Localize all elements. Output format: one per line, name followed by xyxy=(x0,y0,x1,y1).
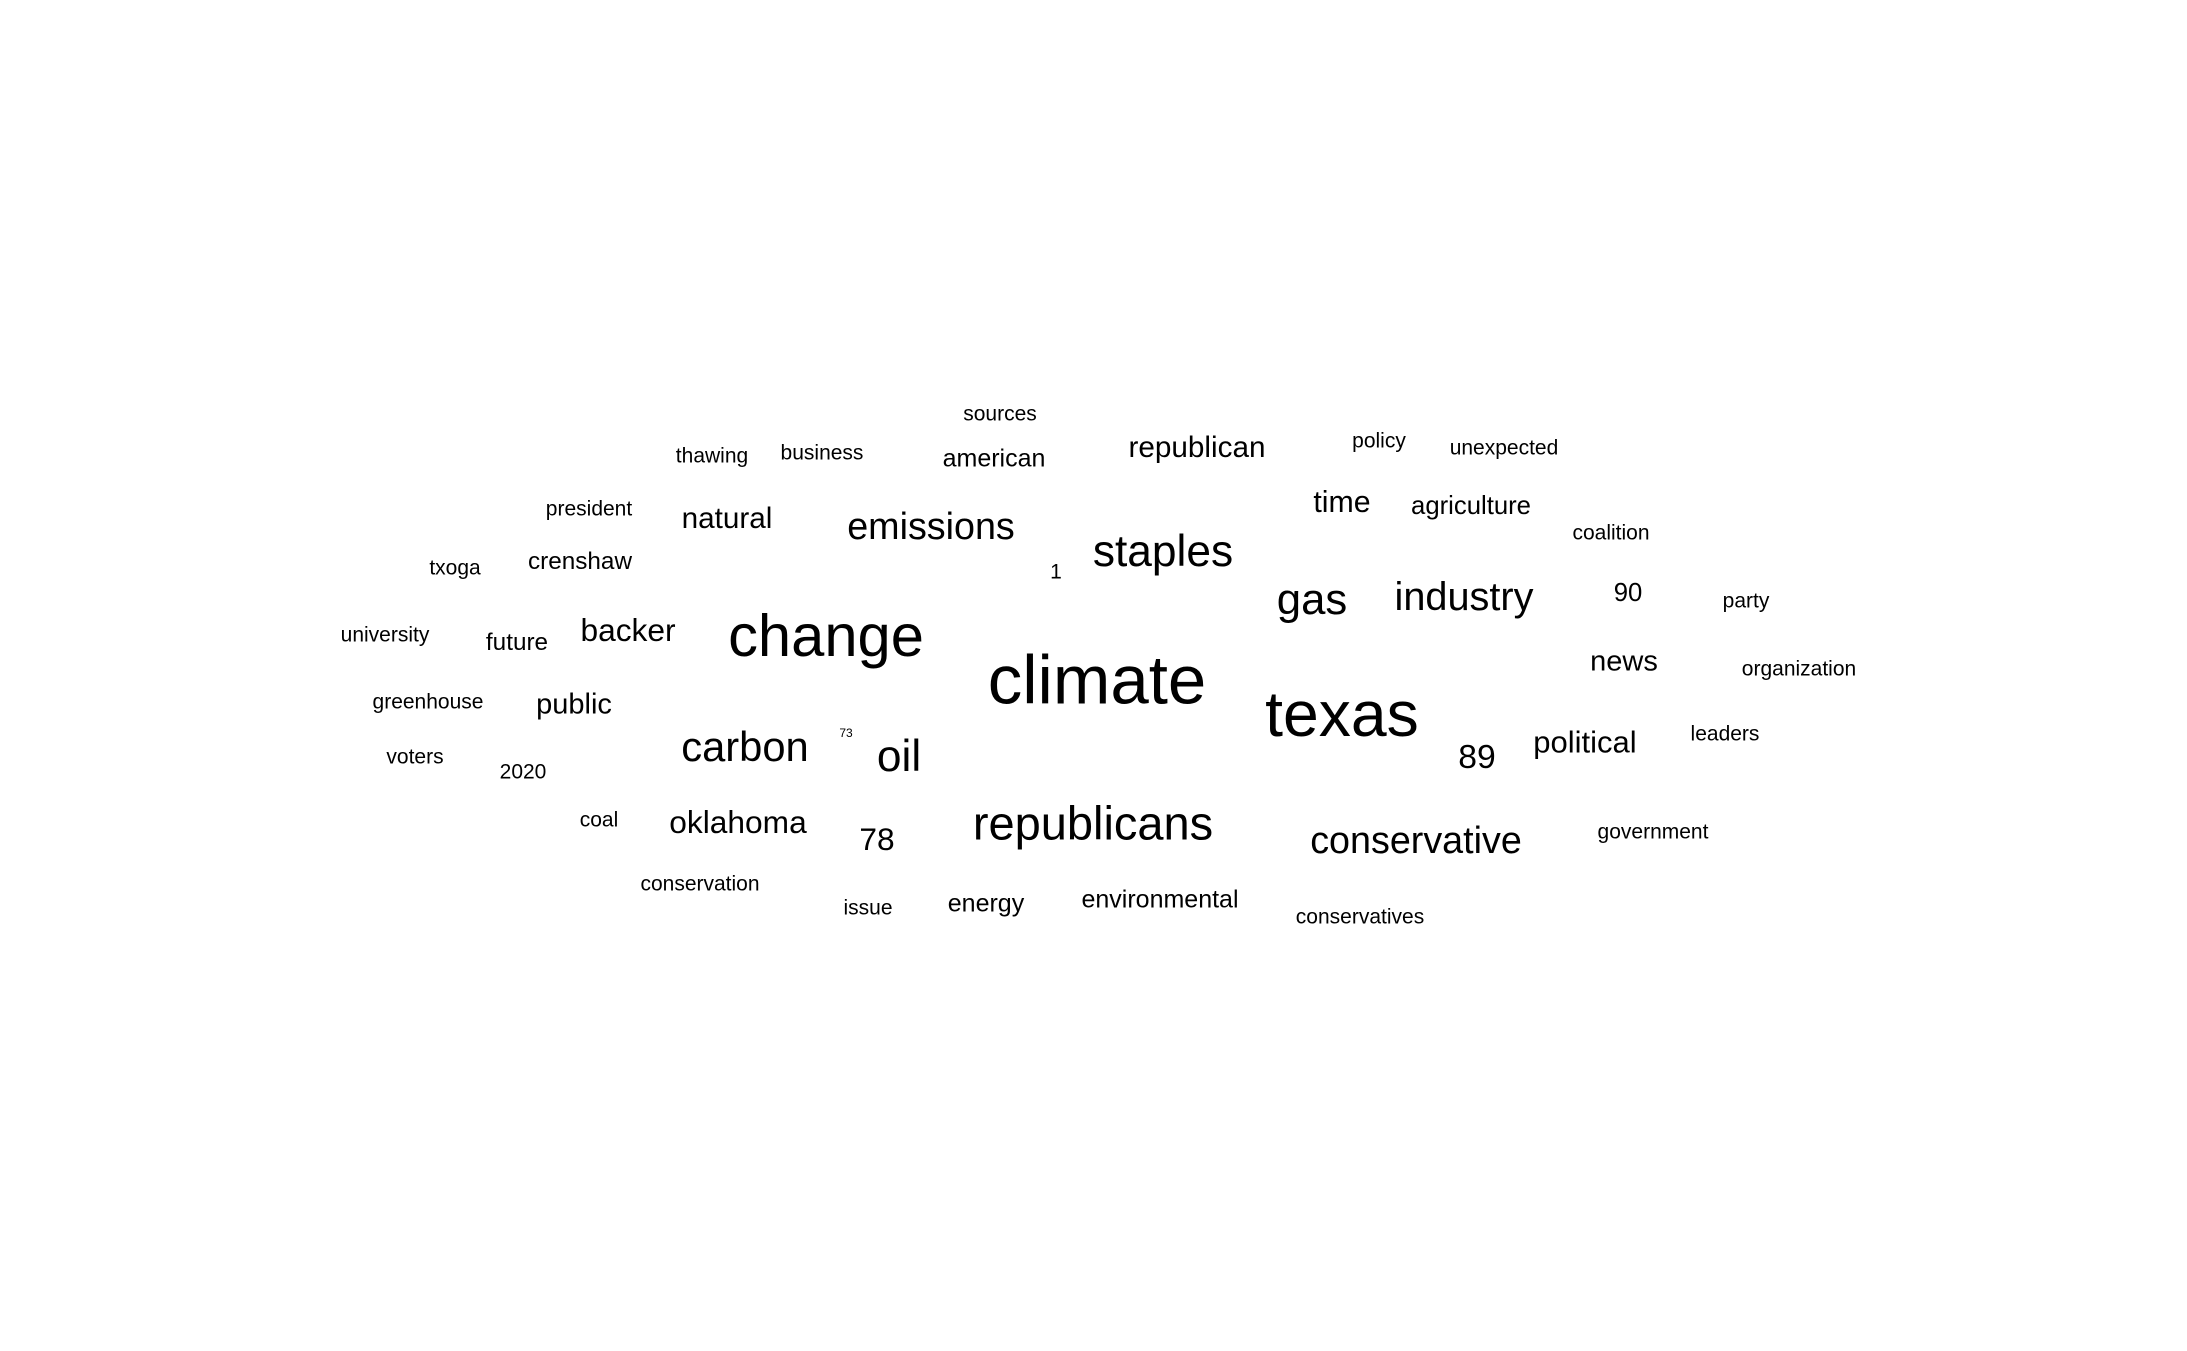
word-agriculture: agriculture xyxy=(1411,492,1531,521)
word-voters: voters xyxy=(386,745,444,769)
word-environmental: environmental xyxy=(1081,885,1239,914)
word-republican: republican xyxy=(1128,431,1266,465)
word-party: party xyxy=(1722,589,1770,613)
word-coal: coal xyxy=(579,808,619,832)
word-conservation: conservation xyxy=(640,872,760,896)
word-republicans: republicans xyxy=(972,796,1214,850)
word-climate: climate xyxy=(987,641,1207,719)
word-txoga: txoga xyxy=(429,556,481,580)
word-american: american xyxy=(942,444,1046,473)
word-73: 73 xyxy=(839,726,853,740)
word-organization: organization xyxy=(1741,657,1857,681)
word-carbon: carbon xyxy=(681,723,809,771)
word-leaders: leaders xyxy=(1690,722,1760,746)
word-sources: sources xyxy=(963,402,1037,426)
word-university: university xyxy=(340,623,430,647)
word-2020: 2020 xyxy=(499,760,547,784)
word-energy: energy xyxy=(947,889,1025,918)
word-oklahoma: oklahoma xyxy=(669,804,807,841)
word-president: president xyxy=(545,497,633,521)
word-90: 90 xyxy=(1613,579,1643,608)
word-staples: staples xyxy=(1092,526,1234,576)
word-89: 89 xyxy=(1458,738,1496,777)
word-future: future xyxy=(485,628,549,656)
word-issue: issue xyxy=(843,896,893,920)
word-emissions: emissions xyxy=(847,505,1015,548)
word-1: 1 xyxy=(1050,560,1062,584)
word-natural: natural xyxy=(681,502,773,536)
word-coalition: coalition xyxy=(1572,521,1650,545)
word-oil: oil xyxy=(876,731,922,781)
word-business: business xyxy=(780,441,864,465)
word-78: 78 xyxy=(859,821,895,858)
word-change: change xyxy=(728,602,924,670)
word-public: public xyxy=(536,688,612,721)
word-gas: gas xyxy=(1276,575,1348,625)
word-thawing: thawing xyxy=(675,444,749,468)
word-industry: industry xyxy=(1394,575,1534,620)
word-conservative: conservative xyxy=(1310,819,1522,862)
word-time: time xyxy=(1313,485,1371,519)
word-backer: backer xyxy=(580,612,676,649)
word-political: political xyxy=(1533,724,1637,760)
word-texas: texas xyxy=(1265,677,1419,750)
word-policy: policy xyxy=(1352,429,1406,453)
word-conservatives: conservatives xyxy=(1295,905,1425,929)
word-crenshaw: crenshaw xyxy=(528,547,632,575)
word-government: government xyxy=(1597,820,1709,844)
word-greenhouse: greenhouse xyxy=(372,690,484,714)
word-unexpected: unexpected xyxy=(1449,436,1559,460)
word-news: news xyxy=(1590,645,1658,678)
